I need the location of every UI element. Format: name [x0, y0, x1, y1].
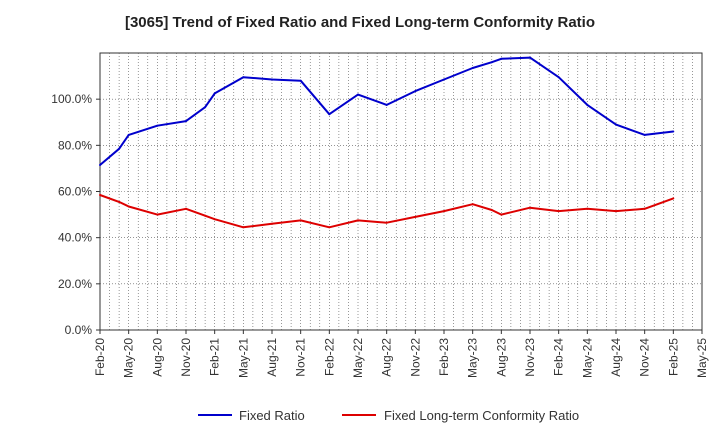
- x-tick-label: Feb-20: [93, 338, 107, 376]
- data-point-fixed-long-term-conformity-ratio: [500, 213, 503, 216]
- data-point-fixed-ratio: [414, 90, 417, 93]
- x-tick-label: Aug-21: [265, 338, 279, 377]
- data-point-fixed-long-term-conformity-ratio: [443, 210, 445, 213]
- grid-layer: [100, 53, 702, 330]
- data-point-fixed-long-term-conformity-ratio: [156, 213, 159, 216]
- data-point-fixed-ratio: [471, 67, 474, 69]
- data-point-fixed-ratio: [500, 57, 503, 60]
- data-point-fixed-long-term-conformity-ratio: [385, 221, 388, 224]
- x-tick-label: Nov-20: [179, 338, 193, 377]
- x-tick-label: Aug-20: [150, 338, 164, 377]
- data-point-fixed-long-term-conformity-ratio: [490, 209, 493, 211]
- legend-label-fixed-long-term-conformity-ratio: Fixed Long-term Conformity Ratio: [384, 408, 579, 423]
- y-tick-label: 40.0%: [58, 231, 92, 245]
- x-tick-label: May-20: [122, 338, 136, 378]
- data-point-fixed-ratio: [185, 120, 187, 123]
- x-tick-label: May-21: [236, 338, 250, 378]
- x-tick-label: May-24: [580, 338, 594, 378]
- data-point-fixed-long-term-conformity-ratio: [99, 194, 101, 196]
- data-point-fixed-long-term-conformity-ratio: [414, 215, 417, 218]
- x-tick-label: Nov-22: [408, 338, 422, 377]
- data-point-fixed-ratio: [385, 103, 388, 106]
- data-point-fixed-long-term-conformity-ratio: [328, 226, 331, 229]
- data-point-fixed-ratio: [204, 106, 207, 109]
- data-point-fixed-ratio: [299, 79, 302, 82]
- data-point-fixed-ratio: [490, 61, 493, 64]
- data-point-fixed-long-term-conformity-ratio: [586, 207, 589, 210]
- y-tick-label: 20.0%: [58, 277, 92, 291]
- data-point-fixed-long-term-conformity-ratio: [204, 214, 207, 217]
- legend: Fixed Ratio Fixed Long-term Conformity Ra…: [198, 408, 579, 423]
- x-tick-label: May-25: [695, 338, 709, 378]
- x-tick-label: Nov-21: [294, 338, 308, 377]
- x-tick-label: Feb-24: [552, 338, 566, 376]
- data-point-fixed-ratio: [118, 147, 121, 150]
- data-point-fixed-ratio: [557, 76, 560, 79]
- data-point-fixed-ratio: [328, 113, 331, 116]
- data-point-fixed-long-term-conformity-ratio: [471, 203, 474, 206]
- data-point-fixed-ratio: [357, 93, 359, 96]
- data-point-fixed-long-term-conformity-ratio: [242, 226, 245, 229]
- data-point-fixed-ratio: [242, 76, 245, 79]
- data-point-fixed-long-term-conformity-ratio: [127, 205, 130, 208]
- data-point-fixed-ratio: [156, 124, 159, 127]
- data-point-fixed-ratio: [529, 56, 531, 59]
- series-line-fixed-ratio: [99, 56, 674, 166]
- x-axis: Feb-20 May-20 Aug-20 Nov-20 Feb-21 May-21 Aug-…: [93, 330, 709, 378]
- x-tick-label: Nov-23: [523, 338, 537, 377]
- y-tick-label: 60.0%: [58, 185, 92, 199]
- x-tick-label: Feb-23: [437, 338, 451, 376]
- data-point-fixed-ratio: [127, 133, 130, 136]
- x-tick-label: May-23: [466, 338, 480, 378]
- data-point-fixed-long-term-conformity-ratio: [299, 219, 302, 222]
- series-layer: [99, 56, 675, 229]
- series-line-fixed-long-term-conformity-ratio: [99, 194, 674, 229]
- y-tick-label: 0.0%: [65, 323, 93, 337]
- data-point-fixed-long-term-conformity-ratio: [615, 210, 617, 213]
- data-point-fixed-ratio: [672, 130, 675, 133]
- y-tick-label: 80.0%: [58, 138, 92, 152]
- data-point-fixed-ratio: [213, 92, 216, 95]
- x-tick-label: Feb-21: [208, 338, 222, 376]
- x-tick-label: Aug-24: [609, 338, 623, 377]
- data-point-fixed-long-term-conformity-ratio: [557, 210, 560, 213]
- data-point-fixed-long-term-conformity-ratio: [672, 197, 675, 200]
- data-point-fixed-long-term-conformity-ratio: [357, 219, 359, 222]
- data-point-fixed-ratio: [443, 78, 445, 81]
- data-point-fixed-long-term-conformity-ratio: [271, 222, 273, 225]
- y-axis: 0.0% 20.0% 40.0% 60.0% 80.0% 100.0%: [51, 92, 100, 337]
- data-point-fixed-long-term-conformity-ratio: [118, 200, 121, 203]
- x-tick-label: May-22: [351, 338, 365, 378]
- data-point-fixed-long-term-conformity-ratio: [213, 218, 216, 221]
- data-point-fixed-long-term-conformity-ratio: [185, 207, 187, 210]
- data-point-fixed-ratio: [99, 164, 101, 166]
- x-tick-label: Feb-25: [666, 338, 680, 376]
- legend-label-fixed-ratio: Fixed Ratio: [239, 408, 305, 423]
- data-point-fixed-ratio: [643, 133, 646, 136]
- y-tick-label: 100.0%: [51, 92, 92, 106]
- x-tick-label: Aug-23: [494, 338, 508, 377]
- data-point-fixed-long-term-conformity-ratio: [643, 207, 646, 210]
- x-tick-label: Feb-22: [322, 338, 336, 376]
- x-tick-label: Aug-22: [380, 338, 394, 377]
- data-point-fixed-long-term-conformity-ratio: [529, 206, 531, 209]
- data-point-fixed-ratio: [586, 103, 589, 106]
- data-point-fixed-ratio: [271, 78, 273, 81]
- x-tick-label: Nov-24: [638, 338, 652, 377]
- chart-title: [3065] Trend of Fixed Ratio and Fixed Lo…: [124, 14, 596, 31]
- data-point-fixed-ratio: [615, 123, 617, 126]
